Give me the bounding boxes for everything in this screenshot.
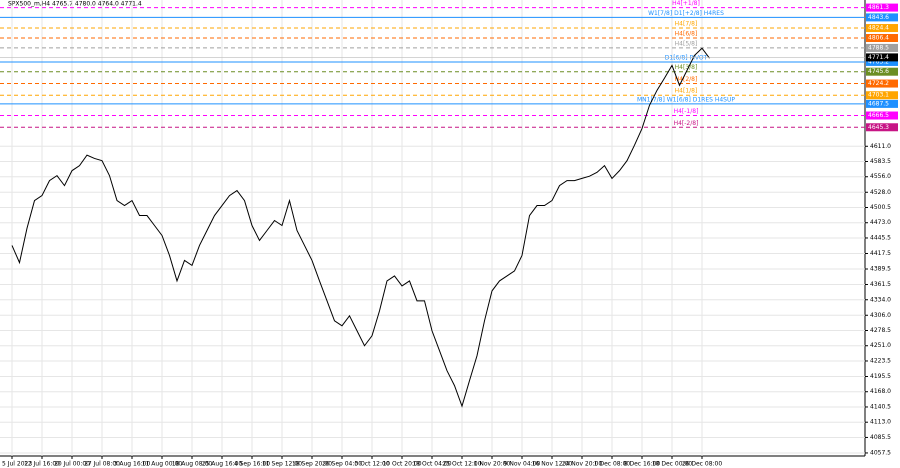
- y-tick-label: 4500.5: [870, 204, 891, 211]
- level-name: H4[-2/8]: [674, 120, 699, 127]
- price-label: 4724.2: [868, 80, 889, 87]
- x-tick-label: 11 Aug 00:00: [142, 461, 183, 468]
- price-box: [866, 67, 898, 76]
- x-tick-label: 20 Jul 00:00: [54, 461, 90, 468]
- price-box: [866, 99, 898, 108]
- y-tick-label: 4445.5: [870, 234, 891, 241]
- x-tick-label: 5 Jul 2023: [2, 461, 32, 468]
- y-tick-label: 4306.0: [870, 312, 891, 319]
- x-tick-label: 18 Sep 20:00: [292, 461, 332, 468]
- x-tick-label: 25 Aug 16:00: [202, 461, 243, 468]
- x-tick-label: 12 Jul 16:00: [24, 461, 60, 468]
- price-label: 4687.5: [868, 100, 889, 107]
- price-line: [11, 47, 710, 408]
- y-tick-label: 4334.0: [870, 296, 891, 303]
- y-tick-label: 4278.5: [870, 327, 891, 334]
- level-name: W1[7/8] D1[+2/8] H4RES: [648, 10, 724, 17]
- last-price-box: [866, 53, 898, 62]
- level-name: D1[6/8] PIVOT: [665, 54, 708, 61]
- x-tick-label: 10 Oct 20:00: [382, 461, 421, 468]
- x-tick-label: 9 Nov 04:00: [504, 461, 541, 468]
- y-tick-label: 4251.0: [870, 342, 891, 349]
- y-tick-label: 4417.5: [870, 250, 891, 257]
- x-tick-label: 27 Jul 08:00: [84, 461, 120, 468]
- y-tick-label: 4195.5: [870, 373, 891, 380]
- y-tick-label: 4556.0: [870, 173, 891, 180]
- price-box: [866, 3, 898, 12]
- y-tick-label: 4389.5: [870, 266, 891, 273]
- price-label: 4788.5: [868, 44, 889, 51]
- price-box: [866, 79, 898, 88]
- price-label: 4666.5: [868, 112, 889, 119]
- x-tick-label: 26 Sep 04:00: [322, 461, 362, 468]
- level-name: H4[7/8]: [675, 21, 698, 28]
- chart-title: SPX500_m,H4 4765.7 4780.0 4764.0 4771.4: [8, 1, 142, 8]
- y-tick-label: 4583.5: [870, 158, 891, 165]
- x-tick-label: 1 Dec 08:00: [594, 461, 631, 468]
- price-label: 4824.4: [868, 25, 889, 32]
- price-label: 4745.6: [868, 68, 889, 75]
- y-tick-label: 4168.0: [870, 388, 891, 395]
- price-label: 4806.4: [868, 35, 889, 42]
- y-tick-label: 4113.0: [870, 419, 891, 426]
- x-tick-label: 1 Nov 20:00: [474, 461, 511, 468]
- y-tick-label: 4140.5: [870, 403, 891, 410]
- x-tick-label: 16 Nov 12:00: [532, 461, 573, 468]
- x-tick-label: 3 Aug 16:00: [114, 461, 151, 468]
- x-tick-label: 18 Oct 04:00: [412, 461, 451, 468]
- x-tick-label: 25 Oct 12:00: [442, 461, 481, 468]
- y-tick-label: 4085.5: [870, 434, 891, 441]
- level-name: H4[1/8]: [675, 88, 698, 95]
- x-tick-label: 8 Dec 16:00: [624, 461, 661, 468]
- x-tick-label: 3 Oct 12:00: [354, 461, 389, 468]
- y-tick-label: 4223.5: [870, 357, 891, 364]
- y-tick-label: 4057.5: [870, 449, 891, 456]
- x-tick-label: 26 Dec 08:00: [682, 461, 723, 468]
- y-tick-label: 4528.0: [870, 189, 891, 196]
- x-tick-label: 18 Dec 00:00: [652, 461, 693, 468]
- price-box: [866, 57, 898, 66]
- price-label: 4703.1: [868, 92, 889, 99]
- last-price-label: 4771.4: [868, 54, 889, 61]
- y-tick-label: 4611.0: [870, 143, 891, 150]
- x-tick-label: 11 Sep 12:00: [262, 461, 302, 468]
- price-label: 4763.2: [868, 58, 889, 65]
- x-tick-label: 4 Sep 16:00: [234, 461, 270, 468]
- price-box: [866, 43, 898, 52]
- level-name: MN1[7/8] W1[6/8] D1RES H4SUP: [637, 96, 735, 103]
- level-name: H4[2/8]: [675, 76, 698, 83]
- price-box: [866, 34, 898, 43]
- level-name: H4[6/8]: [675, 31, 698, 38]
- level-name: H4[3/8]: [675, 64, 698, 71]
- level-name: H4[+1/8]: [672, 0, 700, 7]
- price-box: [866, 123, 898, 132]
- level-name: H4[-1/8]: [674, 108, 699, 115]
- level-name: H4[5/8]: [675, 40, 698, 47]
- price-box: [866, 111, 898, 120]
- price-label: 4645.3: [868, 124, 889, 131]
- y-tick-label: 4361.5: [870, 281, 891, 288]
- x-tick-label: 18 Aug 08:00: [172, 461, 213, 468]
- price-box: [866, 13, 898, 22]
- y-tick-label: 4473.0: [870, 219, 891, 226]
- x-tick-label: 24 Nov 20:00: [562, 461, 603, 468]
- price-label: 4843.6: [868, 14, 889, 21]
- price-box: [866, 91, 898, 100]
- price-box: [866, 24, 898, 33]
- price-label: 4861.3: [868, 4, 889, 11]
